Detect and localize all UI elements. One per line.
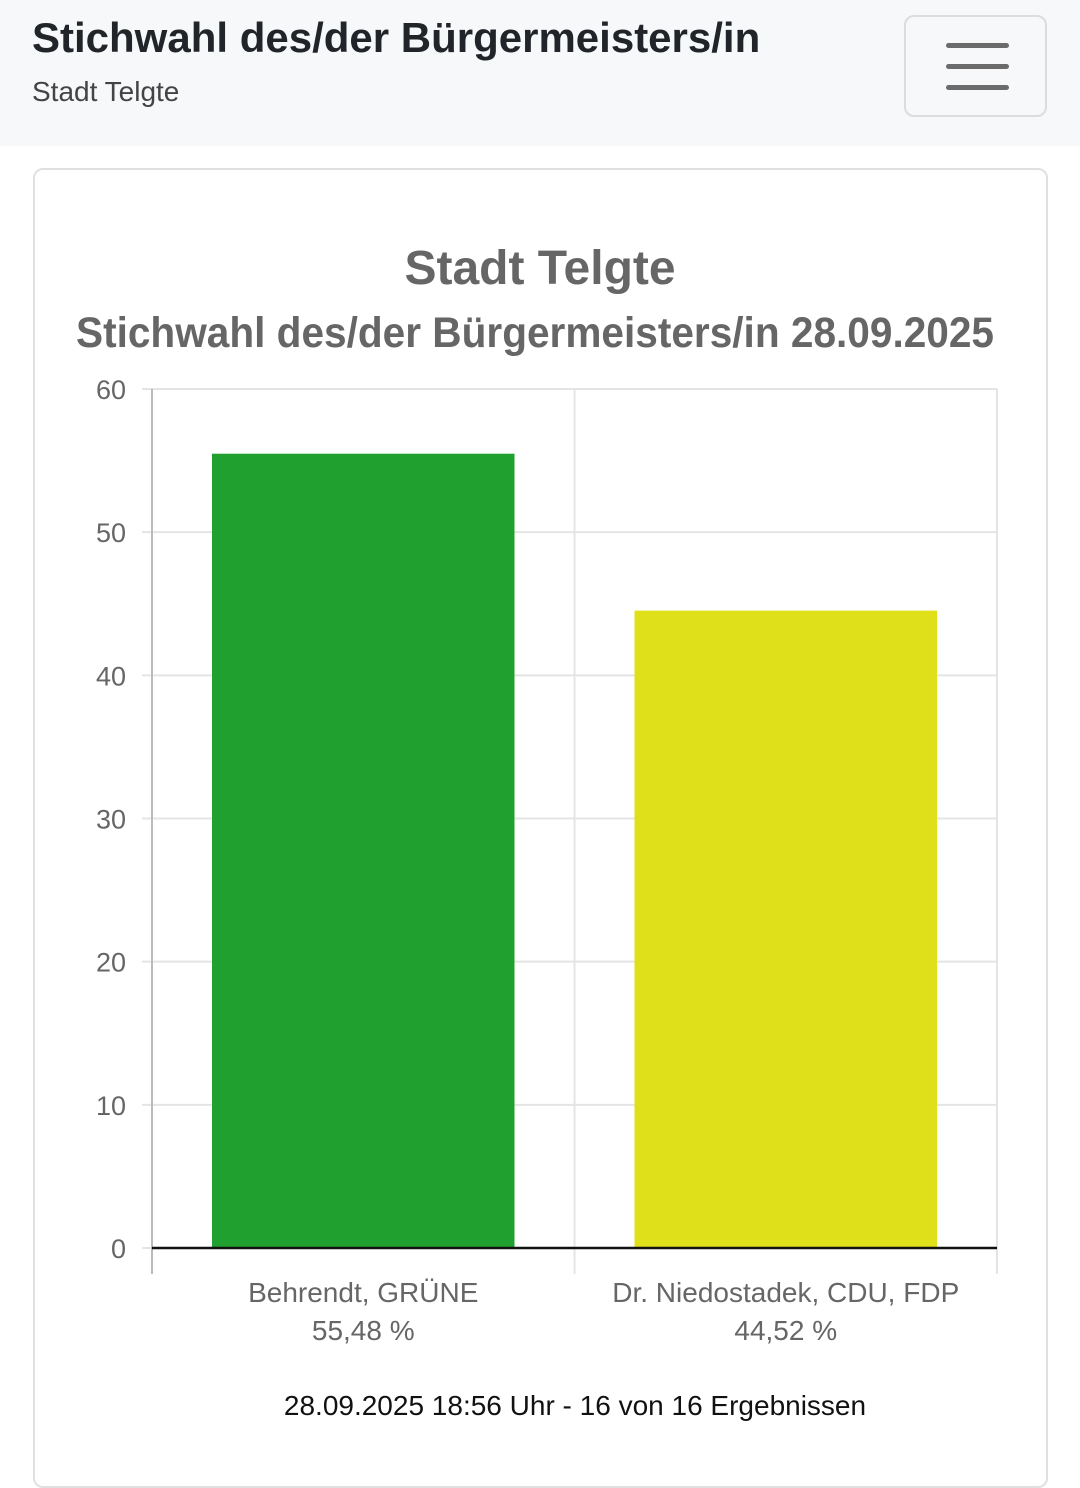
x-tick-label: Dr. Niedostadek, CDU, FDP — [612, 1277, 959, 1308]
page-subtitle: Stadt Telgte — [32, 76, 180, 107]
chart-subtitle: Stichwahl des/der Bürgermeisters/in 28.0… — [76, 309, 994, 357]
y-tick-label: 20 — [96, 948, 126, 978]
y-tick-label: 40 — [96, 661, 126, 691]
data-label: 55,48 % — [312, 1315, 415, 1346]
bar-2 — [634, 610, 937, 1248]
y-tick-label: 60 — [96, 375, 126, 405]
y-tick-label: 0 — [111, 1234, 126, 1264]
page-title: Stichwahl des/der Bürgermeisters/in — [32, 14, 761, 61]
data-label: 44,52 % — [734, 1315, 837, 1346]
results-status: 28.09.2025 18:56 Uhr - 16 von 16 Ergebni… — [283, 1390, 867, 1421]
x-tick-label: Behrendt, GRÜNE — [248, 1277, 478, 1308]
y-tick-label: 30 — [96, 805, 126, 835]
y-tick-label: 10 — [96, 1091, 126, 1121]
y-tick-label: 50 — [96, 518, 126, 548]
bar-1 — [212, 453, 515, 1249]
menu-button[interactable] — [904, 15, 1047, 117]
page-header: Stichwahl des/der Bürgermeisters/in Stad… — [0, 0, 1080, 146]
chart-title: Stadt Telgte — [404, 242, 675, 295]
